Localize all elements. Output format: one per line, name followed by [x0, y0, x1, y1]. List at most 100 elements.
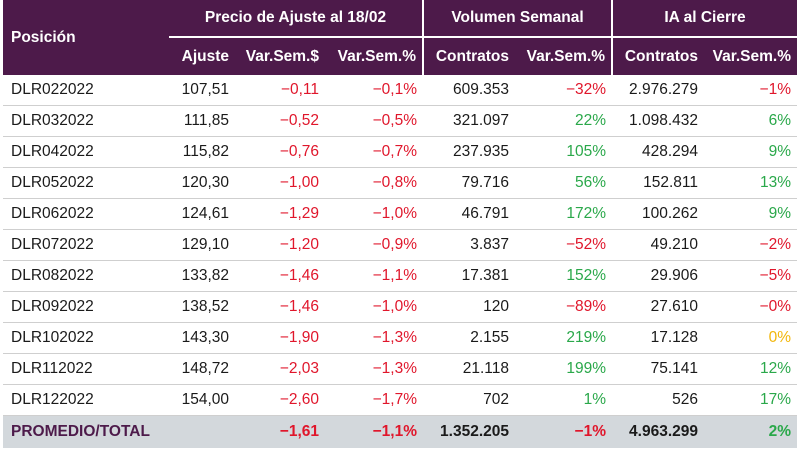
header-contratos-ia: Contratos	[611, 37, 705, 75]
cell-contratos-ia: 27.610	[612, 291, 705, 323]
cell-var-abs: −1,46	[235, 291, 325, 323]
cell-var-ia: −5%	[704, 260, 798, 292]
cell-var-pct: −1,0%	[325, 198, 424, 230]
cell-var-volumen: −89%	[515, 291, 613, 323]
cell-var-ia: 17%	[704, 384, 798, 416]
cell-var-abs: −1,29	[235, 198, 325, 230]
cell-contratos-ia: 17.128	[612, 322, 705, 354]
table-row: DLR112022 148,72 −2,03 −1,3% 21.118 199% 75.14…	[3, 353, 798, 385]
cell-var-volumen: −1%	[515, 415, 613, 448]
cell-var-ia: 9%	[704, 198, 798, 230]
cell-var-pct: −1,7%	[325, 384, 424, 416]
cell-ajuste: 138,52	[169, 291, 235, 323]
cell-ajuste: 154,00	[169, 384, 235, 416]
cell-contratos-ia: 49.210	[612, 229, 705, 261]
cell-var-pct: −1,3%	[325, 353, 424, 385]
cell-var-pct: −0,1%	[325, 75, 424, 106]
cell-var-pct: −1,0%	[325, 291, 424, 323]
header-varsem-ia: Var.Sem.%	[704, 37, 798, 75]
cell-ajuste	[169, 415, 235, 448]
cell-contratos-volumen: 46.791	[423, 198, 516, 230]
cell-contratos-ia: 75.141	[612, 353, 705, 385]
cell-ajuste: 129,10	[169, 229, 235, 261]
header-varsem-pct: Var.Sem.%	[325, 37, 424, 75]
cell-ajuste: 143,30	[169, 322, 235, 354]
cell-posicion: DLR092022	[3, 291, 169, 323]
cell-posicion: DLR122022	[3, 384, 169, 416]
cell-contratos-ia: 100.262	[612, 198, 705, 230]
cell-var-ia: 6%	[704, 105, 798, 137]
cell-contratos-ia: 152.811	[612, 167, 705, 199]
cell-posicion: DLR102022	[3, 322, 169, 354]
cell-var-ia: 13%	[704, 167, 798, 199]
cell-ajuste: 124,61	[169, 198, 235, 230]
cell-contratos-ia: 29.906	[612, 260, 705, 292]
futures-table: Posición Precio de Ajuste al 18/02 Volum…	[3, 0, 798, 448]
cell-var-abs: −0,76	[235, 136, 325, 168]
cell-var-abs: −1,00	[235, 167, 325, 199]
cell-contratos-ia: 526	[612, 384, 705, 416]
cell-contratos-ia: 4.963.299	[612, 415, 705, 448]
cell-var-ia: 9%	[704, 136, 798, 168]
total-row: PROMEDIO/TOTAL −1,61 −1,1% 1.352.205 −1% 4.96…	[3, 415, 798, 448]
cell-ajuste: 111,85	[169, 105, 235, 137]
cell-posicion: DLR032022	[3, 105, 169, 137]
cell-posicion: PROMEDIO/TOTAL	[3, 415, 169, 448]
cell-contratos-ia: 2.976.279	[612, 75, 705, 106]
cell-var-pct: −0,8%	[325, 167, 424, 199]
table-row: DLR052022 120,30 −1,00 −0,8% 79.716 56% 152.81…	[3, 167, 798, 199]
cell-posicion: DLR112022	[3, 353, 169, 385]
cell-ajuste: 107,51	[169, 75, 235, 106]
header-ajuste: Ajuste	[169, 37, 235, 75]
cell-contratos-volumen: 237.935	[423, 136, 516, 168]
cell-var-volumen: 22%	[515, 105, 613, 137]
cell-var-volumen: −52%	[515, 229, 613, 261]
cell-var-ia: 12%	[704, 353, 798, 385]
cell-var-abs: −0,52	[235, 105, 325, 137]
cell-var-pct: −1,1%	[325, 415, 424, 448]
cell-var-abs: −1,46	[235, 260, 325, 292]
cell-ajuste: 115,82	[169, 136, 235, 168]
cell-ajuste: 148,72	[169, 353, 235, 385]
cell-contratos-volumen: 120	[423, 291, 516, 323]
cell-var-ia: 2%	[704, 415, 798, 448]
cell-var-abs: −1,20	[235, 229, 325, 261]
table-row: DLR022022 107,51 −0,11 −0,1% 609.353 −32% 2.97…	[3, 75, 798, 106]
cell-var-pct: −0,9%	[325, 229, 424, 261]
cell-var-volumen: 1%	[515, 384, 613, 416]
cell-posicion: DLR072022	[3, 229, 169, 261]
cell-ajuste: 120,30	[169, 167, 235, 199]
cell-contratos-volumen: 21.118	[423, 353, 516, 385]
header-contratos-volumen: Contratos	[422, 37, 516, 75]
table-row: DLR062022 124,61 −1,29 −1,0% 46.791 172% 100.2…	[3, 198, 798, 230]
table-row: DLR072022 129,10 −1,20 −0,9% 3.837 −52% 49.210…	[3, 229, 798, 261]
cell-var-pct: −0,5%	[325, 105, 424, 137]
cell-var-volumen: 199%	[515, 353, 613, 385]
table-row: DLR102022 143,30 −1,90 −1,3% 2.155 219% 17.128…	[3, 322, 798, 354]
futures-table-container: Posición Precio de Ajuste al 18/02 Volum…	[3, 0, 800, 448]
cell-ajuste: 133,82	[169, 260, 235, 292]
cell-posicion: DLR042022	[3, 136, 169, 168]
cell-var-ia: −1%	[704, 75, 798, 106]
cell-contratos-volumen: 79.716	[423, 167, 516, 199]
cell-var-volumen: 172%	[515, 198, 613, 230]
cell-posicion: DLR022022	[3, 75, 169, 106]
cell-contratos-volumen: 1.352.205	[423, 415, 516, 448]
header-group-ia: IA al Cierre	[611, 0, 798, 38]
cell-var-abs: −1,61	[235, 415, 325, 448]
cell-var-abs: −2,60	[235, 384, 325, 416]
cell-var-abs: −0,11	[235, 75, 325, 106]
cell-var-pct: −1,3%	[325, 322, 424, 354]
cell-var-pct: −1,1%	[325, 260, 424, 292]
cell-var-abs: −1,90	[235, 322, 325, 354]
cell-posicion: DLR052022	[3, 167, 169, 199]
table-body: DLR022022 107,51 −0,11 −0,1% 609.353 −32% 2.97…	[3, 75, 798, 448]
cell-var-ia: −0%	[704, 291, 798, 323]
cell-var-abs: −2,03	[235, 353, 325, 385]
cell-var-volumen: 152%	[515, 260, 613, 292]
cell-var-ia: 0%	[704, 322, 798, 354]
cell-var-volumen: 56%	[515, 167, 613, 199]
cell-contratos-volumen: 321.097	[423, 105, 516, 137]
header-posicion: Posición	[3, 0, 169, 75]
cell-var-volumen: 105%	[515, 136, 613, 168]
